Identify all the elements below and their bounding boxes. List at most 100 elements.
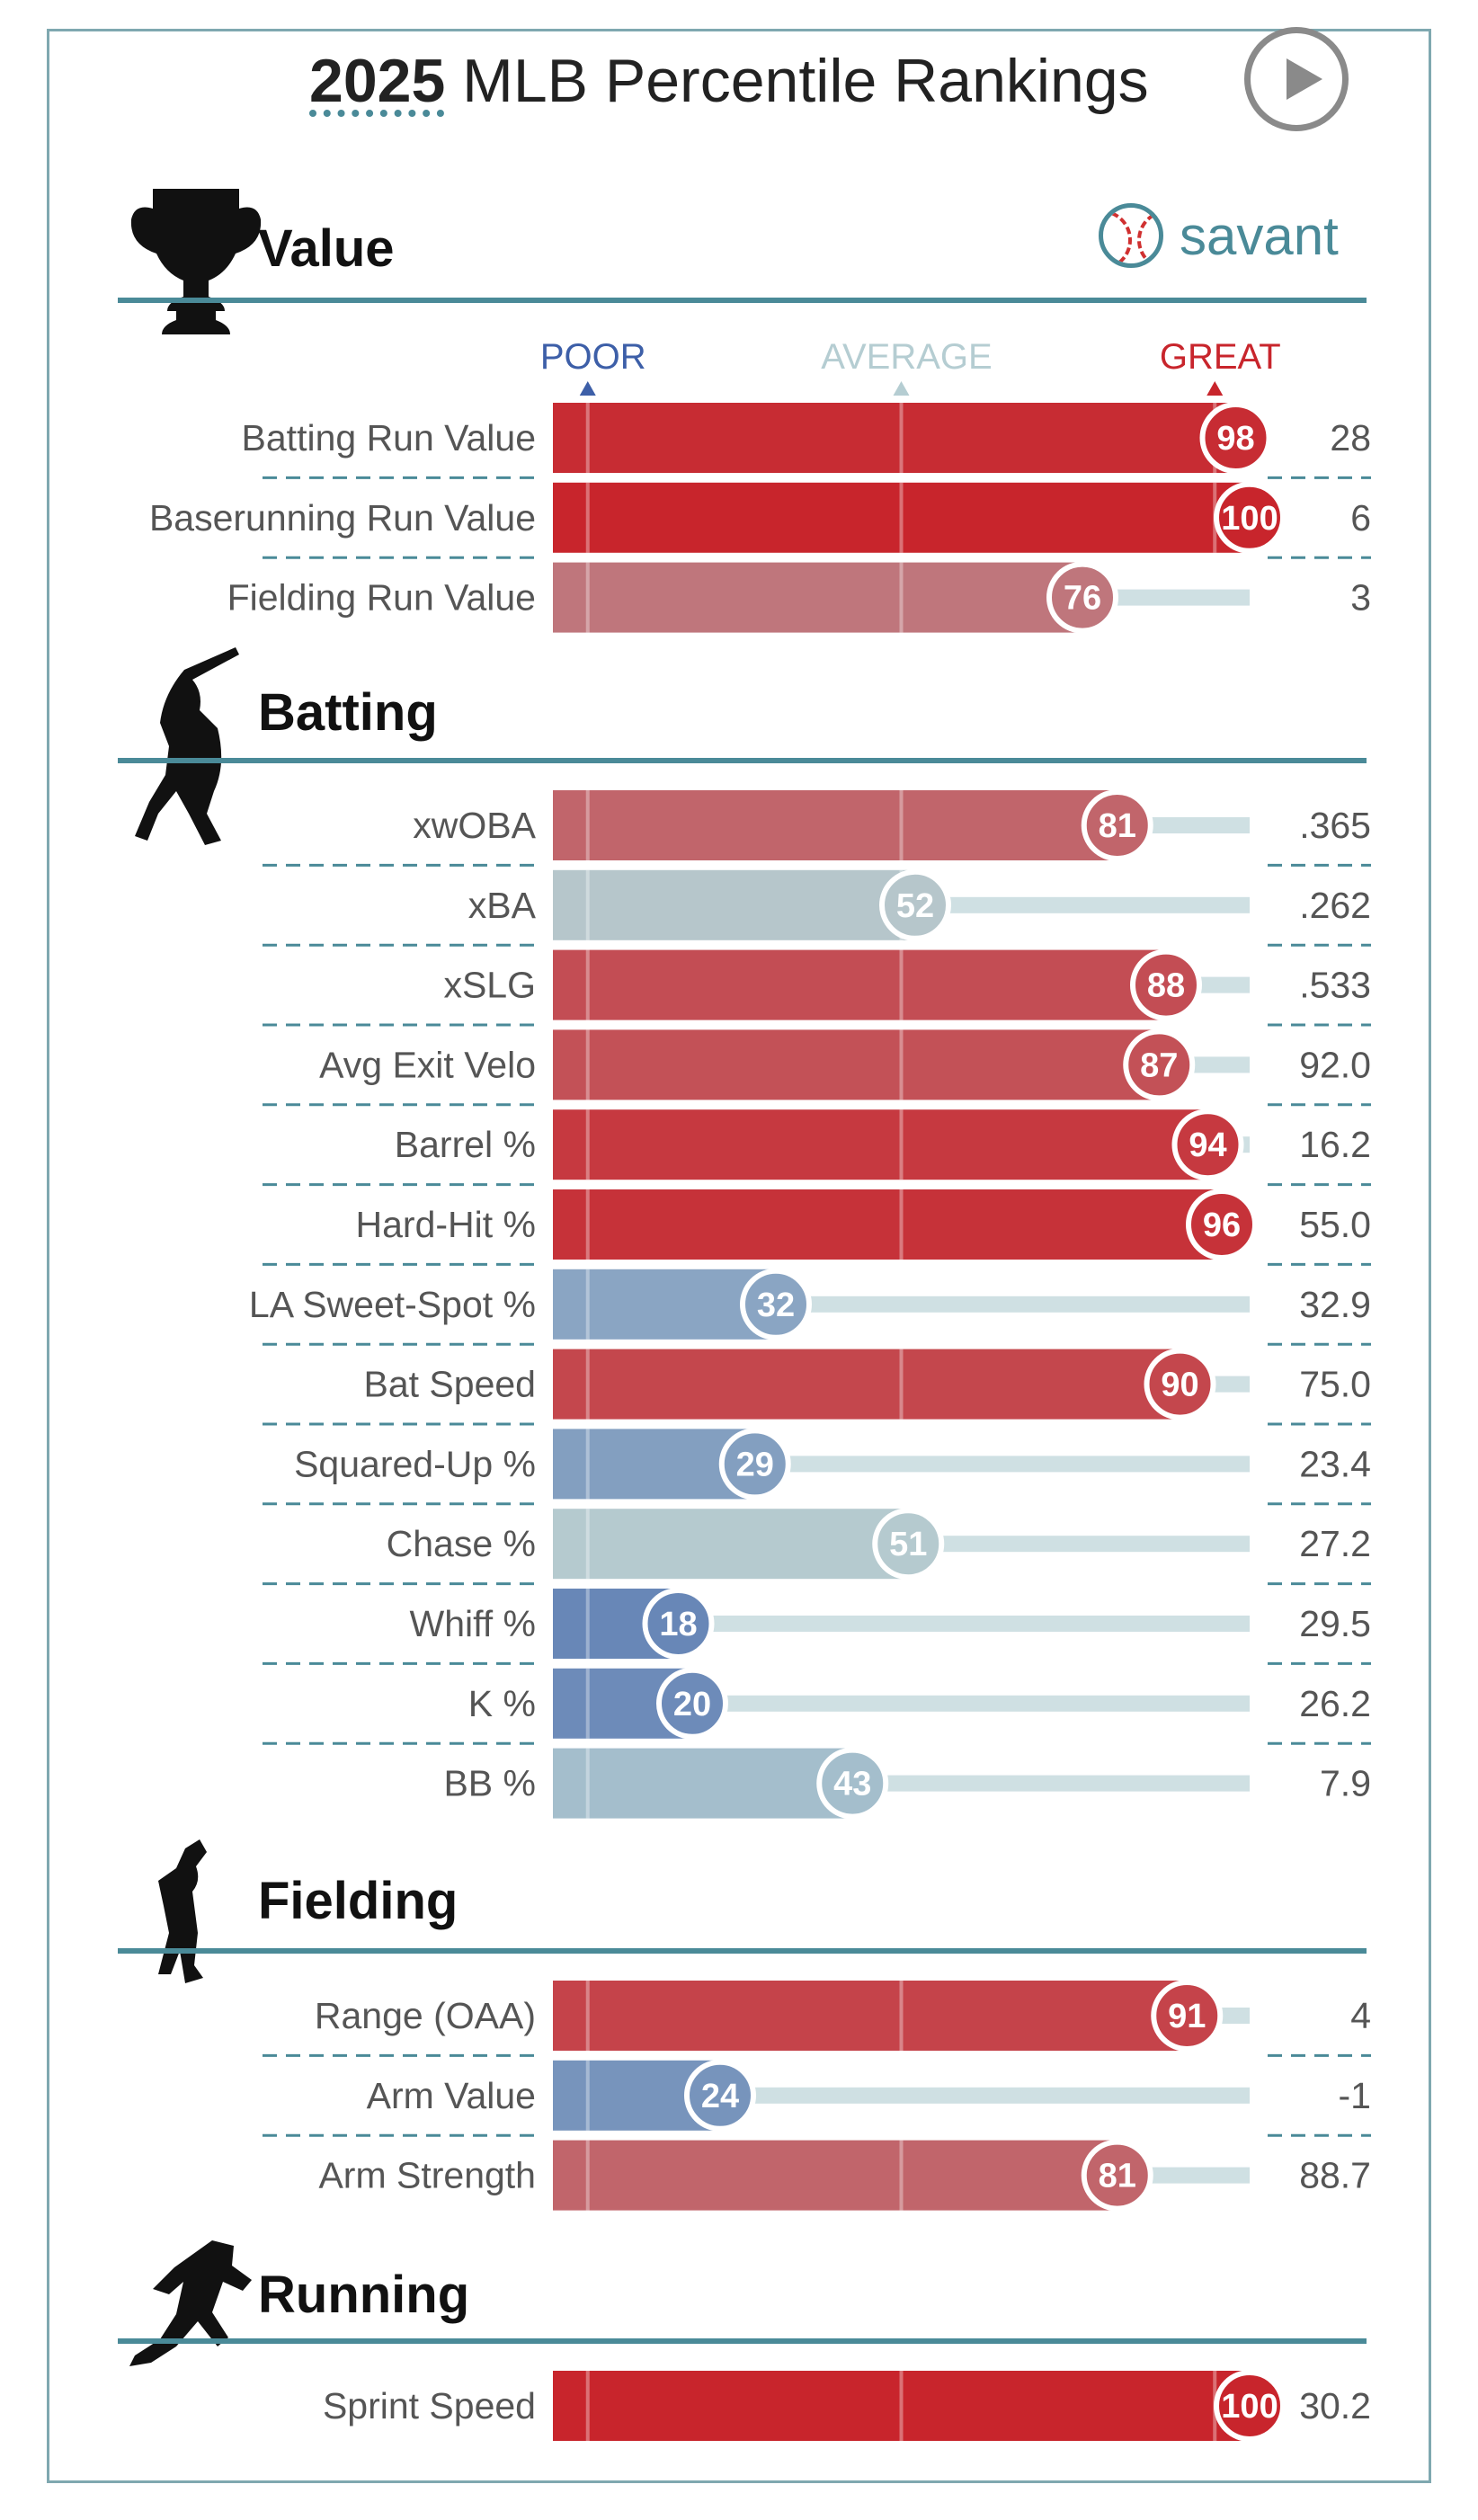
trophy-icon — [130, 189, 262, 334]
metric-row[interactable]: 87 Avg Exit Velo 92.0 — [263, 1028, 1371, 1107]
percentile-badge-text: 81 — [1099, 807, 1136, 845]
percentile-badge-text: 76 — [1064, 580, 1101, 618]
metric-value: .533 — [1299, 965, 1371, 1006]
reference-tick — [585, 1429, 590, 1500]
metric-value: 30.2 — [1299, 2385, 1371, 2427]
metric-value: 3 — [1350, 577, 1371, 619]
axis-average-label: AVERAGE — [821, 337, 992, 377]
reference-tick — [585, 482, 590, 553]
metric-row[interactable]: 52 xBA .262 — [263, 868, 1371, 947]
reference-tick — [899, 2140, 904, 2211]
metric-label: Squared-Up % — [294, 1443, 536, 1484]
reference-tick — [585, 869, 590, 940]
percentile-badge-text: 43 — [833, 1766, 871, 1803]
play-button[interactable] — [1244, 27, 1349, 131]
metric-row[interactable]: 29 Squared-Up % 23.4 — [263, 1428, 1371, 1506]
percentile-badge-text: 32 — [757, 1287, 795, 1324]
section-running: Running 100 Sprint Speed 30.2 — [118, 2240, 1371, 2442]
metric-value: 27.2 — [1299, 1523, 1371, 1564]
metric-value: 55.0 — [1299, 1204, 1371, 1245]
title-year: 2025 — [309, 47, 446, 115]
percentile-badge — [1186, 1189, 1258, 1260]
metric-value: 32.9 — [1299, 1284, 1371, 1325]
metric-row[interactable]: 91 Range (OAA) 4 — [263, 1980, 1371, 2057]
percentile-bar — [553, 562, 1082, 633]
percentile-badge — [642, 1588, 715, 1660]
percentile-bar — [553, 2140, 1117, 2211]
metric-row[interactable]: 100 Sprint Speed 30.2 — [323, 2370, 1371, 2442]
percentile-badge-text: 51 — [889, 1526, 927, 1563]
percentile-badge-text: 94 — [1189, 1126, 1226, 1164]
percentile-bar — [553, 1269, 776, 1340]
metric-row[interactable]: 20 K % 26.2 — [263, 1667, 1371, 1745]
metric-value: 23.4 — [1299, 1443, 1371, 1484]
percentile-bar — [553, 949, 1166, 1020]
metric-label: LA Sweet-Spot % — [249, 1284, 536, 1325]
section-divider — [118, 298, 1367, 303]
metric-row[interactable]: 100 Baserunning Run Value 6 — [149, 481, 1371, 559]
reference-tick — [585, 2060, 590, 2131]
metric-row[interactable]: 98 Batting Run Value 28 — [242, 402, 1371, 479]
percentile-badge-text: 20 — [673, 1686, 711, 1723]
runner-icon — [129, 2240, 252, 2366]
title-underline-dots — [309, 110, 444, 119]
percentile-bar — [553, 790, 1117, 860]
metric-row[interactable]: 43 BB % 7.9 — [443, 1747, 1371, 1820]
percentile-badge — [684, 2059, 756, 2132]
metric-label: Arm Strength — [318, 2155, 536, 2196]
reference-tick — [899, 403, 904, 473]
baseball-icon — [1099, 203, 1163, 268]
metric-label: xwOBA — [413, 805, 536, 846]
metric-label: Sprint Speed — [323, 2385, 536, 2427]
metric-row[interactable]: 24 Arm Value -1 — [263, 2059, 1371, 2137]
metric-row[interactable]: 18 Whiff % 29.5 — [263, 1588, 1371, 1665]
metric-label: Range (OAA) — [315, 1995, 536, 2036]
percentile-badge — [1046, 561, 1118, 634]
savant-logo-text: savant — [1180, 206, 1339, 266]
reference-tick — [585, 1668, 590, 1739]
section-value: Value 98 Batting Run Value 28 100 Baserunning… — [118, 189, 1371, 634]
section-divider — [118, 1948, 1367, 1954]
percentile-badge — [879, 868, 951, 941]
metric-label: Hard-Hit % — [356, 1204, 536, 1245]
section-title: Fielding — [258, 1872, 458, 1930]
title-text: MLB Percentile Rankings — [445, 47, 1149, 115]
metric-row[interactable]: 88 xSLG .533 — [263, 948, 1371, 1027]
metric-value: .365 — [1299, 805, 1371, 846]
metric-label: Chase % — [387, 1523, 536, 1564]
section-divider — [118, 758, 1367, 763]
metric-value: 75.0 — [1299, 1364, 1371, 1405]
reference-tick — [585, 1981, 590, 2051]
metric-value: 16.2 — [1299, 1124, 1371, 1165]
metric-row[interactable]: 76 Fielding Run Value 3 — [227, 561, 1371, 634]
metric-label: Fielding Run Value — [227, 577, 536, 619]
reference-tick — [899, 2371, 904, 2441]
reference-tick — [899, 482, 904, 553]
reference-tick — [899, 562, 904, 633]
metric-row[interactable]: 81 xwOBA .365 — [263, 789, 1371, 867]
metric-row[interactable]: 90 Bat Speed 75.0 — [263, 1348, 1371, 1426]
percentile-badge — [1144, 1348, 1216, 1420]
metric-value: 7.9 — [1320, 1763, 1371, 1804]
axis-poor-marker — [579, 381, 596, 396]
percentile-bar — [553, 1029, 1160, 1100]
reference-tick — [899, 1981, 904, 2051]
section-title: Running — [258, 2266, 469, 2324]
metric-value: -1 — [1339, 2075, 1371, 2116]
metric-label: Batting Run Value — [242, 417, 536, 459]
metric-row[interactable]: 81 Arm Strength 88.7 — [318, 2139, 1371, 2212]
metric-label: Whiff % — [410, 1603, 537, 1644]
axis-average-marker — [893, 381, 910, 396]
metric-row[interactable]: 94 Barrel % 16.2 — [263, 1109, 1371, 1187]
metric-value: .262 — [1299, 885, 1371, 926]
metric-row[interactable]: 32 LA Sweet-Spot % 32.9 — [249, 1268, 1371, 1346]
reference-tick — [899, 1109, 904, 1180]
metric-value: 6 — [1350, 497, 1371, 539]
section-batting: Batting 81 xwOBA .365 52 xBA .262 88 xSLG .533 87 A… — [118, 647, 1371, 1820]
savant-logo[interactable]: savant — [1099, 196, 1386, 277]
axis-poor-label: POOR — [540, 337, 646, 377]
metric-row[interactable]: 51 Chase % 27.2 — [263, 1508, 1371, 1586]
metric-row[interactable]: 96 Hard-Hit % 55.0 — [263, 1189, 1371, 1266]
percentile-badge-text: 29 — [736, 1446, 774, 1483]
